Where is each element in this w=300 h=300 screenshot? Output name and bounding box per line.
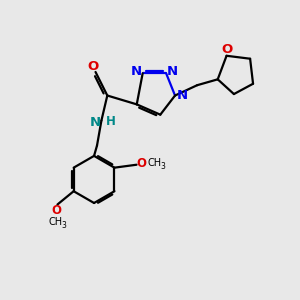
- Text: 3: 3: [61, 221, 66, 230]
- Text: N: N: [177, 89, 188, 102]
- Text: O: O: [221, 44, 232, 56]
- Text: O: O: [87, 60, 98, 73]
- Text: CH: CH: [148, 158, 162, 168]
- Text: N: N: [167, 64, 178, 78]
- Text: O: O: [51, 205, 61, 218]
- Text: N: N: [130, 64, 142, 78]
- Text: H: H: [106, 115, 116, 128]
- Text: 3: 3: [160, 162, 166, 171]
- Text: O: O: [137, 157, 147, 170]
- Text: CH: CH: [49, 217, 63, 227]
- Text: N: N: [90, 116, 101, 128]
